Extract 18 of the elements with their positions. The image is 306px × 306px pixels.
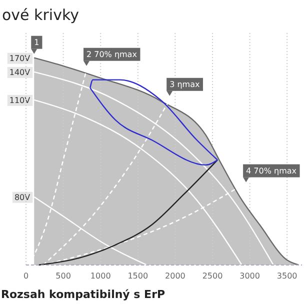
series-label: 110V xyxy=(9,96,31,105)
x-tick-label: 1500 xyxy=(128,272,148,281)
annotation: 2 70% ηmax xyxy=(86,50,138,59)
x-tick-label: 1000 xyxy=(90,272,111,281)
x-tick-label: 0 xyxy=(23,272,29,281)
x-tick-label: 2500 xyxy=(202,272,223,281)
x-tick-label: 3000 xyxy=(240,272,260,281)
x-tick-label: 3500 xyxy=(276,272,298,281)
series-label: 140V xyxy=(9,68,31,77)
legend-label: 170V xyxy=(9,54,31,63)
text: Rozsah kompatibilný s ErP xyxy=(1,288,166,301)
annotation: 4 70% ηmax xyxy=(246,166,297,176)
annotation: 3 ηmax xyxy=(170,80,200,89)
x-tick-label: 500 xyxy=(56,272,71,281)
chart-title: ové krivky xyxy=(2,6,80,24)
annotation: 1 xyxy=(34,38,40,47)
x-tick-label: 2000 xyxy=(165,272,186,281)
series-label: 80V xyxy=(14,192,31,202)
